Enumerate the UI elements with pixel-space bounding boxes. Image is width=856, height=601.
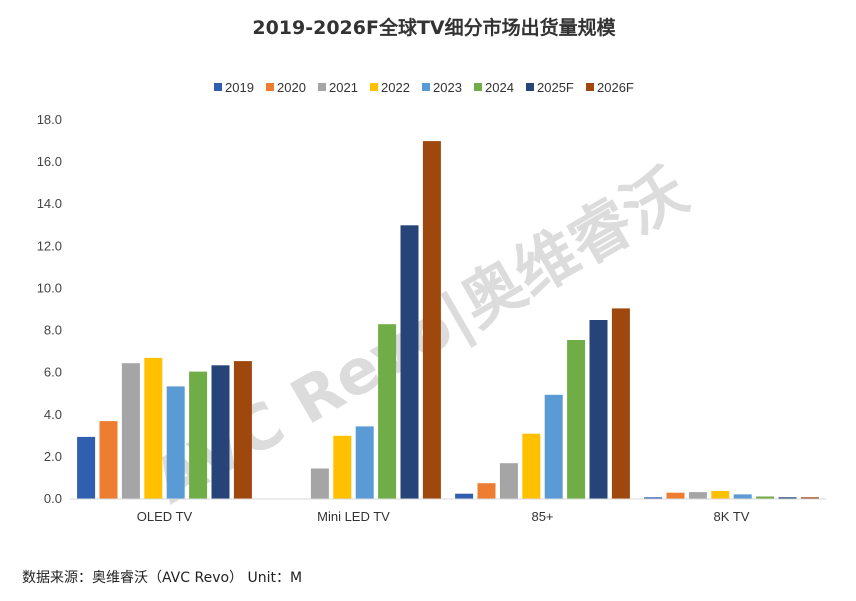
- bar-8k-tv-2019: [644, 497, 663, 499]
- bar-8k-tv-2025f: [778, 497, 797, 499]
- x-category-label: 8K TV: [714, 509, 750, 524]
- y-tick-label: 12.0: [37, 238, 62, 253]
- bar-85--2021: [499, 463, 518, 499]
- bar-8k-tv-2020: [666, 492, 685, 499]
- x-category-label: Mini LED TV: [317, 509, 390, 524]
- bar-85--2024: [567, 340, 586, 499]
- y-tick-label: 4.0: [44, 407, 62, 422]
- bar-oled-tv-2022: [144, 357, 163, 499]
- bar-mini-led-tv-2021: [310, 468, 329, 499]
- y-tick-label: 2.0: [44, 449, 62, 464]
- legend-swatch-2026f: [586, 83, 594, 91]
- bar-mini-led-tv-2023: [355, 426, 374, 499]
- legend-swatch-2023: [422, 83, 430, 91]
- bar-oled-tv-2020: [99, 421, 118, 499]
- bar-85--2026f: [611, 308, 630, 499]
- legend-label-2020: 2020: [277, 80, 306, 95]
- bar-85--2019: [455, 493, 474, 499]
- bar-oled-tv-2024: [189, 371, 208, 499]
- y-tick-label: 18.0: [37, 112, 62, 127]
- x-axis: OLED TV Mini LED TV 85+ 8K TV: [137, 509, 750, 524]
- y-axis: 0.0 2.0 4.0 6.0 8.0 10.0 12.0 14.0 16.0 18.0: [37, 112, 62, 506]
- x-category-label: OLED TV: [137, 509, 193, 524]
- bar-oled-tv-2025f: [211, 365, 230, 499]
- legend-label-2026f: 2026F: [597, 80, 634, 95]
- bar-mini-led-tv-2022: [333, 435, 352, 499]
- bar-8k-tv-2026f: [800, 497, 819, 499]
- legend-label-2025f: 2025F: [537, 80, 574, 95]
- bar-oled-tv-2023: [166, 386, 185, 499]
- legend-swatch-2024: [474, 83, 482, 91]
- bar-85--2023: [544, 394, 563, 499]
- chart-title: 2019-2026F全球TV细分市场出货量规模: [252, 16, 616, 39]
- bar-85--2020: [477, 483, 496, 499]
- bar-oled-tv-2026f: [233, 361, 252, 499]
- bar-8k-tv-2021: [688, 492, 707, 499]
- legend-label-2023: 2023: [433, 80, 462, 95]
- bar-mini-led-tv-2025f: [400, 225, 419, 500]
- bar-mini-led-tv-2024: [378, 324, 397, 499]
- y-tick-label: 8.0: [44, 323, 62, 338]
- x-category-label: 85+: [531, 509, 553, 524]
- legend-swatch-2020: [266, 83, 274, 91]
- y-tick-label: 16.0: [37, 154, 62, 169]
- source-note: 数据来源：奥维睿沃（AVC Revo） Unit：M: [22, 570, 303, 586]
- legend-label-2024: 2024: [485, 80, 514, 95]
- bar-85--2022: [522, 433, 541, 499]
- y-tick-label: 6.0: [44, 365, 62, 380]
- bar-mini-led-tv-2026f: [422, 141, 441, 499]
- bars: [77, 141, 819, 500]
- legend-swatch-2025f: [526, 83, 534, 91]
- chart-legend: 2019 2020 2021 2022 2023 2024 2025F 2026F: [214, 80, 634, 95]
- bar-oled-tv-2021: [121, 363, 140, 499]
- y-tick-label: 10.0: [37, 280, 62, 295]
- legend-label-2021: 2021: [329, 80, 358, 95]
- legend-swatch-2021: [318, 83, 326, 91]
- legend-swatch-2022: [370, 83, 378, 91]
- bar-8k-tv-2022: [711, 491, 730, 499]
- bar-8k-tv-2023: [733, 494, 752, 499]
- legend-label-2022: 2022: [381, 80, 410, 95]
- y-tick-label: 14.0: [37, 196, 62, 211]
- bar-85--2025f: [589, 320, 608, 499]
- legend-swatch-2019: [214, 83, 222, 91]
- bar-oled-tv-2019: [77, 436, 96, 499]
- bar-8k-tv-2024: [756, 496, 775, 499]
- y-tick-label: 0.0: [44, 491, 62, 506]
- legend-label-2019: 2019: [225, 80, 254, 95]
